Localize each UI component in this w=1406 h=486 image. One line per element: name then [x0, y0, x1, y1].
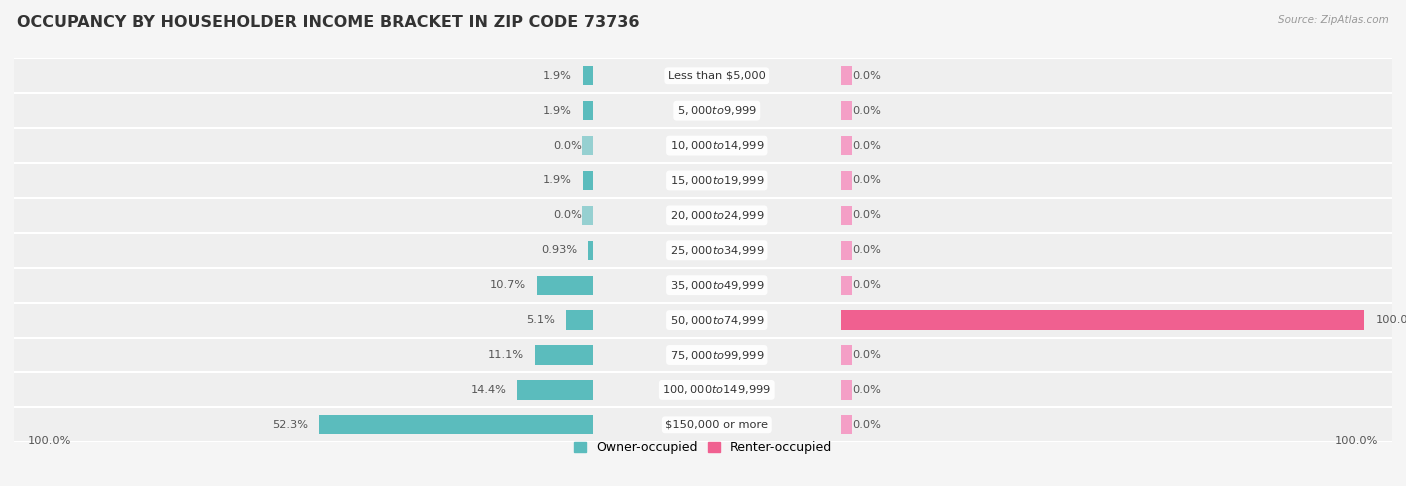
Text: 52.3%: 52.3% — [271, 420, 308, 430]
Text: 10.7%: 10.7% — [489, 280, 526, 290]
Text: 0.0%: 0.0% — [852, 140, 880, 151]
Text: 14.4%: 14.4% — [471, 385, 506, 395]
Text: 0.0%: 0.0% — [852, 350, 880, 360]
Text: 0.0%: 0.0% — [852, 105, 880, 116]
Text: $50,000 to $74,999: $50,000 to $74,999 — [669, 313, 763, 327]
Text: 100.0%: 100.0% — [1375, 315, 1406, 325]
Bar — [588, 241, 593, 260]
Bar — [841, 66, 852, 86]
Text: 0.93%: 0.93% — [541, 245, 576, 255]
Legend: Owner-occupied, Renter-occupied: Owner-occupied, Renter-occupied — [568, 436, 838, 459]
Bar — [517, 381, 593, 399]
Bar — [841, 171, 852, 190]
Bar — [319, 415, 593, 434]
Bar — [841, 415, 852, 434]
Text: Source: ZipAtlas.com: Source: ZipAtlas.com — [1278, 15, 1389, 25]
Bar — [841, 101, 852, 120]
Bar — [841, 381, 852, 399]
Text: 100.0%: 100.0% — [1334, 435, 1378, 446]
Bar — [14, 163, 1392, 198]
Bar — [583, 171, 593, 190]
Text: 0.0%: 0.0% — [852, 71, 880, 81]
Text: 0.0%: 0.0% — [553, 210, 582, 220]
Text: 1.9%: 1.9% — [543, 175, 572, 186]
Text: $150,000 or more: $150,000 or more — [665, 420, 768, 430]
Text: $35,000 to $49,999: $35,000 to $49,999 — [669, 278, 763, 292]
Text: $20,000 to $24,999: $20,000 to $24,999 — [669, 209, 763, 222]
Bar — [14, 268, 1392, 303]
Text: 11.1%: 11.1% — [488, 350, 523, 360]
Text: OCCUPANCY BY HOUSEHOLDER INCOME BRACKET IN ZIP CODE 73736: OCCUPANCY BY HOUSEHOLDER INCOME BRACKET … — [17, 15, 640, 30]
Bar — [841, 311, 1364, 330]
Text: 100.0%: 100.0% — [28, 435, 72, 446]
Bar — [537, 276, 593, 295]
Bar — [14, 372, 1392, 407]
Bar — [567, 311, 593, 330]
Text: 0.0%: 0.0% — [852, 420, 880, 430]
Bar — [841, 346, 852, 364]
Bar — [14, 198, 1392, 233]
Bar — [14, 58, 1392, 93]
Bar — [583, 66, 593, 86]
Text: 0.0%: 0.0% — [852, 280, 880, 290]
Bar — [841, 136, 852, 155]
Bar — [534, 346, 593, 364]
Bar — [14, 407, 1392, 442]
Text: 5.1%: 5.1% — [526, 315, 555, 325]
Text: $25,000 to $34,999: $25,000 to $34,999 — [669, 244, 763, 257]
Text: 1.9%: 1.9% — [543, 71, 572, 81]
Text: $100,000 to $149,999: $100,000 to $149,999 — [662, 383, 772, 397]
Bar — [583, 101, 593, 120]
Bar — [14, 93, 1392, 128]
Text: $10,000 to $14,999: $10,000 to $14,999 — [669, 139, 763, 152]
Bar — [841, 206, 852, 225]
Bar — [14, 338, 1392, 372]
Text: Less than $5,000: Less than $5,000 — [668, 71, 766, 81]
Text: $75,000 to $99,999: $75,000 to $99,999 — [669, 348, 763, 362]
Text: 0.0%: 0.0% — [852, 210, 880, 220]
Bar — [14, 128, 1392, 163]
Bar — [841, 241, 852, 260]
Bar — [14, 233, 1392, 268]
Bar — [582, 206, 593, 225]
Bar — [841, 276, 852, 295]
Bar — [14, 303, 1392, 338]
Text: 1.9%: 1.9% — [543, 105, 572, 116]
Text: $15,000 to $19,999: $15,000 to $19,999 — [669, 174, 763, 187]
Text: 0.0%: 0.0% — [553, 140, 582, 151]
Bar — [582, 136, 593, 155]
Text: 0.0%: 0.0% — [852, 175, 880, 186]
Text: 0.0%: 0.0% — [852, 245, 880, 255]
Text: $5,000 to $9,999: $5,000 to $9,999 — [676, 104, 756, 117]
Text: 0.0%: 0.0% — [852, 385, 880, 395]
